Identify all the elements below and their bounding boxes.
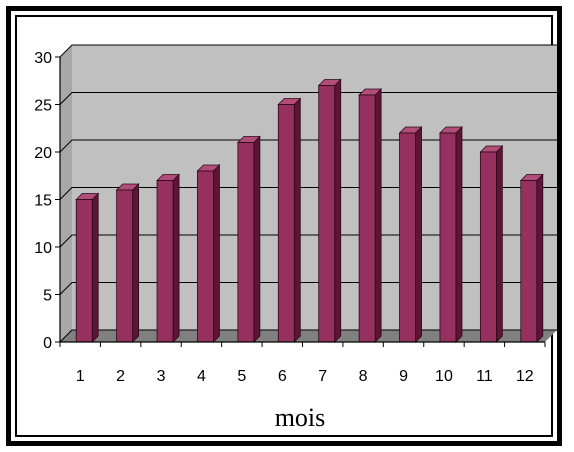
y-tick-label: 25 (34, 98, 52, 115)
bar-side (415, 126, 422, 343)
y-tick-label: 15 (34, 193, 52, 210)
x-tick-label: 10 (435, 368, 453, 385)
bar-front (237, 142, 255, 343)
bar-side (455, 126, 463, 343)
x-tick-label: 8 (359, 368, 368, 385)
bar (479, 145, 504, 343)
y-tick-label: 0 (43, 335, 52, 352)
x-tick-label: 9 (399, 368, 408, 385)
x-tick-label: 3 (157, 368, 166, 385)
bar-front (75, 199, 93, 343)
bar (358, 88, 383, 343)
bar (75, 192, 100, 343)
bar (317, 78, 342, 343)
bar-side (132, 183, 140, 343)
y-tick-label: 20 (34, 145, 52, 162)
gridline (59, 234, 557, 248)
x-tick-label: 4 (197, 368, 206, 385)
x-tick-label: 7 (318, 368, 327, 385)
floor (60, 330, 557, 342)
bar-side (374, 88, 382, 343)
gridline (59, 44, 557, 58)
gridline (59, 329, 557, 343)
bar (236, 135, 261, 343)
y-tick-label: 5 (43, 288, 52, 305)
bar-side (536, 173, 544, 343)
bar (196, 164, 221, 343)
y-axis-ticks: 0 5 10 15 20 25 30 (34, 50, 60, 352)
bar (519, 173, 544, 343)
gridline (59, 139, 557, 153)
y-tick-label: 30 (34, 50, 52, 67)
x-tick-label: 12 (516, 368, 534, 385)
bar (438, 126, 463, 343)
x-tick-label: 1 (76, 368, 85, 385)
gridline (59, 187, 557, 200)
bar-front (277, 104, 295, 343)
bar-side (91, 192, 99, 343)
x-tick-label: 11 (476, 368, 493, 385)
bar-side (213, 164, 220, 343)
bar-front (116, 189, 134, 343)
gridline (59, 92, 557, 105)
bars (75, 78, 544, 343)
bar-front (520, 180, 538, 343)
bar-front (358, 94, 376, 343)
bar (277, 97, 302, 343)
gridline (59, 282, 557, 295)
x-tick-label: 2 (116, 368, 125, 385)
bar-front (439, 132, 457, 343)
x-axis-ticks: 1 2 3 4 5 6 7 8 9 10 11 12 (59, 342, 546, 385)
bar-front (479, 151, 497, 343)
x-axis-title: mois (275, 403, 326, 432)
bar (156, 173, 181, 343)
bar-front (156, 180, 174, 343)
bar-front (399, 132, 416, 343)
bar-side (293, 97, 301, 343)
gridlines (59, 44, 557, 343)
bar-front (197, 170, 214, 343)
y-tick-label: 10 (34, 240, 52, 257)
bar-side (495, 145, 503, 343)
bar (398, 126, 423, 343)
bar-front (318, 85, 336, 343)
bar-side (253, 135, 261, 343)
x-tick-label: 6 (278, 368, 287, 385)
bar (115, 183, 140, 343)
bar-side (172, 173, 180, 343)
x-tick-label: 5 (237, 368, 246, 385)
bar-side (334, 78, 342, 343)
